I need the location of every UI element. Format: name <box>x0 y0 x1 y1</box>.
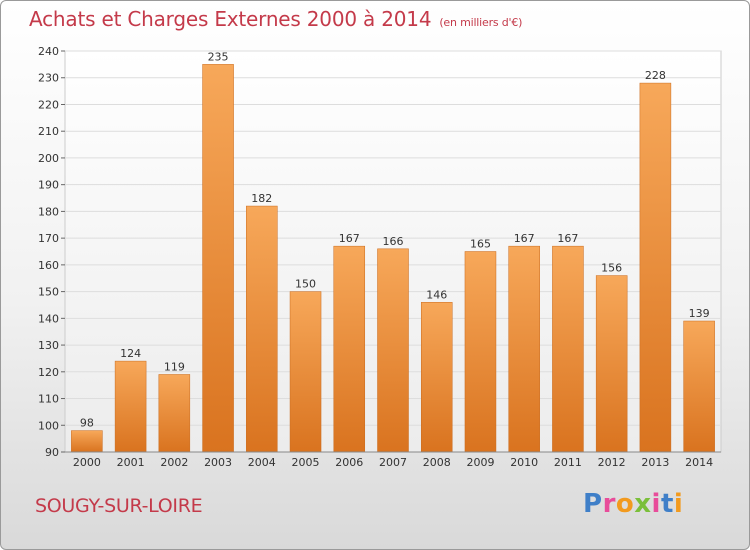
bar <box>289 291 322 453</box>
y-tick-label: 170 <box>38 232 59 245</box>
y-tick-label: 220 <box>38 98 59 111</box>
bar <box>202 64 234 453</box>
bar <box>683 320 715 453</box>
x-tick-label: 2001 <box>117 456 145 469</box>
bar <box>114 360 147 453</box>
chart-title: Achats et Charges Externes 2000 à 2014 (e… <box>29 7 522 31</box>
x-tick-label: 2007 <box>379 456 407 469</box>
data-label: 166 <box>383 235 404 248</box>
data-label: 167 <box>557 232 578 245</box>
bars <box>71 64 715 453</box>
data-label: 146 <box>426 288 447 301</box>
x-tick-label: 2006 <box>335 456 363 469</box>
data-label: 167 <box>339 232 360 245</box>
x-tick-label: 2009 <box>466 456 494 469</box>
y-tick-label: 190 <box>38 179 59 192</box>
data-label: 98 <box>80 417 94 430</box>
bar <box>420 302 453 453</box>
x-tick-label: 2014 <box>685 456 713 469</box>
x-tick-label: 2008 <box>423 456 451 469</box>
bar <box>464 251 497 453</box>
logo-letter: o <box>615 489 635 519</box>
y-tick-label: 210 <box>38 125 59 138</box>
data-label: 167 <box>514 232 535 245</box>
x-tick-label: 2004 <box>248 456 276 469</box>
data-label: 156 <box>601 262 622 275</box>
data-label: 119 <box>164 360 185 373</box>
y-tick-label: 180 <box>38 205 59 218</box>
data-labels: 98 124 119 235 182 150 167 166 146 165 167 167 156 22… <box>80 50 710 429</box>
y-tick-label: 240 <box>38 45 59 58</box>
data-label: 235 <box>208 50 229 63</box>
y-tick-label: 140 <box>38 312 59 325</box>
x-tick-label: 2005 <box>292 456 320 469</box>
bar <box>71 430 103 453</box>
y-tick-label: 230 <box>38 72 59 85</box>
logo-letter: i <box>673 489 684 519</box>
bar <box>552 245 584 453</box>
x-axis-ticks: 2000 2001 2002 2003 2004 2005 2006 2007 2008 2009… <box>65 451 721 469</box>
x-tick-label: 2000 <box>73 456 101 469</box>
x-tick-label: 2011 <box>554 456 582 469</box>
chart-title-text: Achats et Charges Externes 2000 à 2014 <box>29 7 432 31</box>
y-tick-label: 130 <box>38 339 59 352</box>
y-tick-label: 160 <box>38 259 59 272</box>
x-tick-label: 2002 <box>160 456 188 469</box>
y-tick-label: 200 <box>38 152 59 165</box>
logo-letter: r <box>602 489 616 519</box>
y-axis-ticks: 90 100 110 120 130 140 150 160 170 180 190 200 210 22… <box>38 45 65 459</box>
logo-letter: P <box>583 489 603 519</box>
bar <box>595 275 628 453</box>
logo-letter: x <box>634 489 652 519</box>
y-tick-label: 120 <box>38 366 59 379</box>
data-label: 228 <box>645 69 666 82</box>
y-tick-label: 90 <box>45 446 59 459</box>
data-label: 150 <box>295 278 316 291</box>
logo-letter: t <box>660 489 674 519</box>
city-name: SOUGY-SUR-LOIRE <box>35 495 203 517</box>
x-tick-label: 2013 <box>641 456 669 469</box>
y-tick-label: 110 <box>38 393 59 406</box>
data-label: 182 <box>251 192 272 205</box>
data-label: 124 <box>120 347 141 360</box>
bar <box>508 245 540 453</box>
bar <box>377 248 409 453</box>
bar <box>158 374 191 453</box>
logo-letter: i <box>651 489 661 519</box>
bar <box>333 245 366 453</box>
chart-subtitle: (en milliers d'€) <box>439 16 523 29</box>
bar <box>246 205 278 453</box>
x-tick-label: 2010 <box>510 456 538 469</box>
y-tick-label: 150 <box>38 286 59 299</box>
y-tick-label: 100 <box>38 419 59 432</box>
data-label: 139 <box>689 307 710 320</box>
proxiti-logo[interactable]: Proxiti <box>583 489 683 519</box>
x-tick-label: 2012 <box>598 456 626 469</box>
x-tick-label: 2003 <box>204 456 232 469</box>
data-label: 165 <box>470 238 491 251</box>
bar <box>639 82 672 453</box>
